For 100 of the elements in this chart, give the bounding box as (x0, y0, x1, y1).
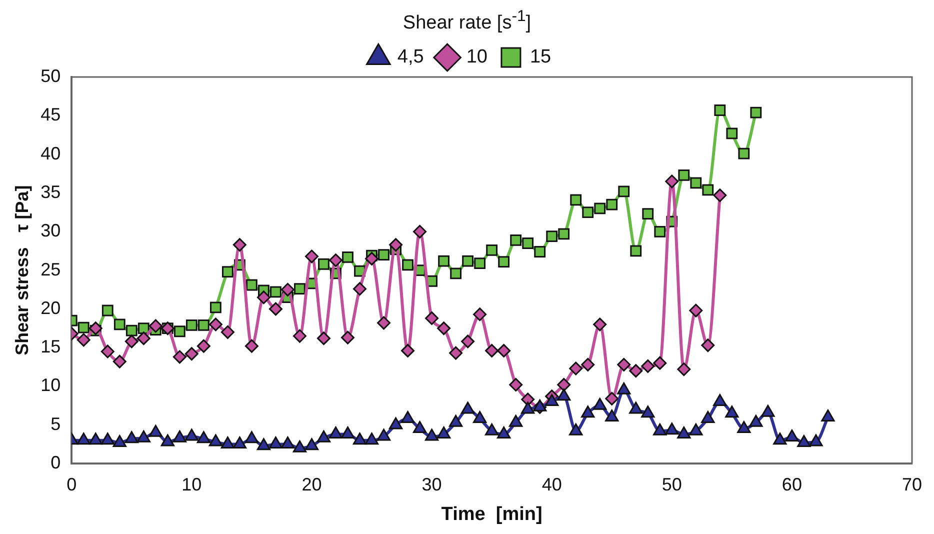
point (353, 282, 366, 296)
point (124, 334, 138, 348)
point (629, 364, 643, 378)
y-tick-label: 50 (40, 66, 61, 86)
x-axis-title: Time [min] (441, 504, 542, 525)
point (280, 282, 294, 296)
point (138, 322, 150, 334)
point (294, 283, 306, 295)
point (437, 322, 451, 336)
point (570, 194, 582, 206)
x-tick-label: 40 (542, 474, 562, 494)
point (558, 228, 570, 240)
point (184, 347, 198, 361)
point (88, 322, 102, 336)
point (665, 174, 679, 188)
point (172, 350, 186, 364)
point (342, 251, 354, 263)
y-tick-label: 25 (40, 259, 61, 280)
point (186, 320, 198, 331)
point (220, 325, 234, 339)
point (402, 259, 414, 271)
y-tick-label: 30 (40, 220, 61, 241)
x-tick-label: 70 (902, 474, 922, 494)
point (582, 206, 594, 218)
point (534, 246, 546, 258)
point (750, 106, 762, 118)
point (594, 202, 606, 214)
point (690, 177, 702, 189)
point (340, 330, 354, 344)
point (630, 245, 642, 257)
point (114, 318, 126, 330)
point (485, 344, 499, 358)
point (509, 378, 523, 392)
point (413, 224, 427, 238)
point (701, 338, 715, 352)
x-tick-label: 0 (66, 474, 77, 494)
point (557, 378, 571, 392)
point (473, 308, 487, 322)
x-tick-label: 30 (422, 474, 442, 494)
point (136, 332, 150, 346)
point (304, 250, 318, 264)
point (78, 322, 90, 334)
point (256, 290, 270, 304)
point (653, 356, 667, 370)
point (689, 304, 703, 318)
point (328, 254, 342, 267)
point (196, 339, 210, 353)
x-tick-label: 20 (302, 474, 322, 494)
x-tick-label: 50 (662, 474, 682, 494)
point (102, 304, 114, 316)
point (450, 268, 462, 280)
point (606, 198, 618, 210)
point (222, 266, 234, 278)
point (449, 346, 463, 360)
point (401, 344, 415, 358)
point (677, 362, 691, 376)
point (702, 184, 714, 196)
point (462, 255, 474, 267)
point (270, 286, 282, 298)
point (378, 249, 390, 261)
y-tick-label: 5 (50, 414, 61, 434)
point (461, 334, 475, 348)
x-tick-label: 60 (782, 474, 802, 494)
point (246, 279, 258, 291)
point (438, 255, 450, 267)
point (210, 302, 222, 314)
y-axis-title: Shear stress τ [Pa] (12, 185, 32, 356)
point (208, 318, 222, 332)
point (244, 339, 258, 353)
point (112, 354, 126, 368)
y-tick-label: 10 (40, 375, 61, 396)
point (641, 359, 655, 373)
point (198, 320, 210, 331)
point (377, 316, 391, 330)
point (76, 333, 90, 347)
point (497, 344, 511, 358)
point (654, 226, 666, 238)
legend-label: 10 (466, 46, 488, 68)
legend-label: 15 (530, 46, 552, 68)
point (642, 208, 654, 220)
point (474, 258, 486, 270)
point (593, 318, 607, 332)
x-tick-label: 10 (182, 474, 202, 494)
y-tick-label: 35 (40, 182, 61, 202)
point (100, 344, 114, 358)
point (425, 311, 439, 325)
point (569, 362, 583, 376)
point (292, 329, 306, 343)
point (510, 234, 522, 246)
y-tick-label: 45 (40, 104, 61, 125)
point (738, 148, 750, 160)
point (268, 302, 282, 316)
point (713, 188, 727, 202)
point (617, 358, 631, 372)
legend-title: Shear rate [s$^{-1}$] (402, 8, 532, 34)
point (126, 324, 138, 336)
point (678, 169, 690, 181)
point (581, 358, 595, 372)
point (726, 128, 738, 140)
point (486, 244, 498, 256)
